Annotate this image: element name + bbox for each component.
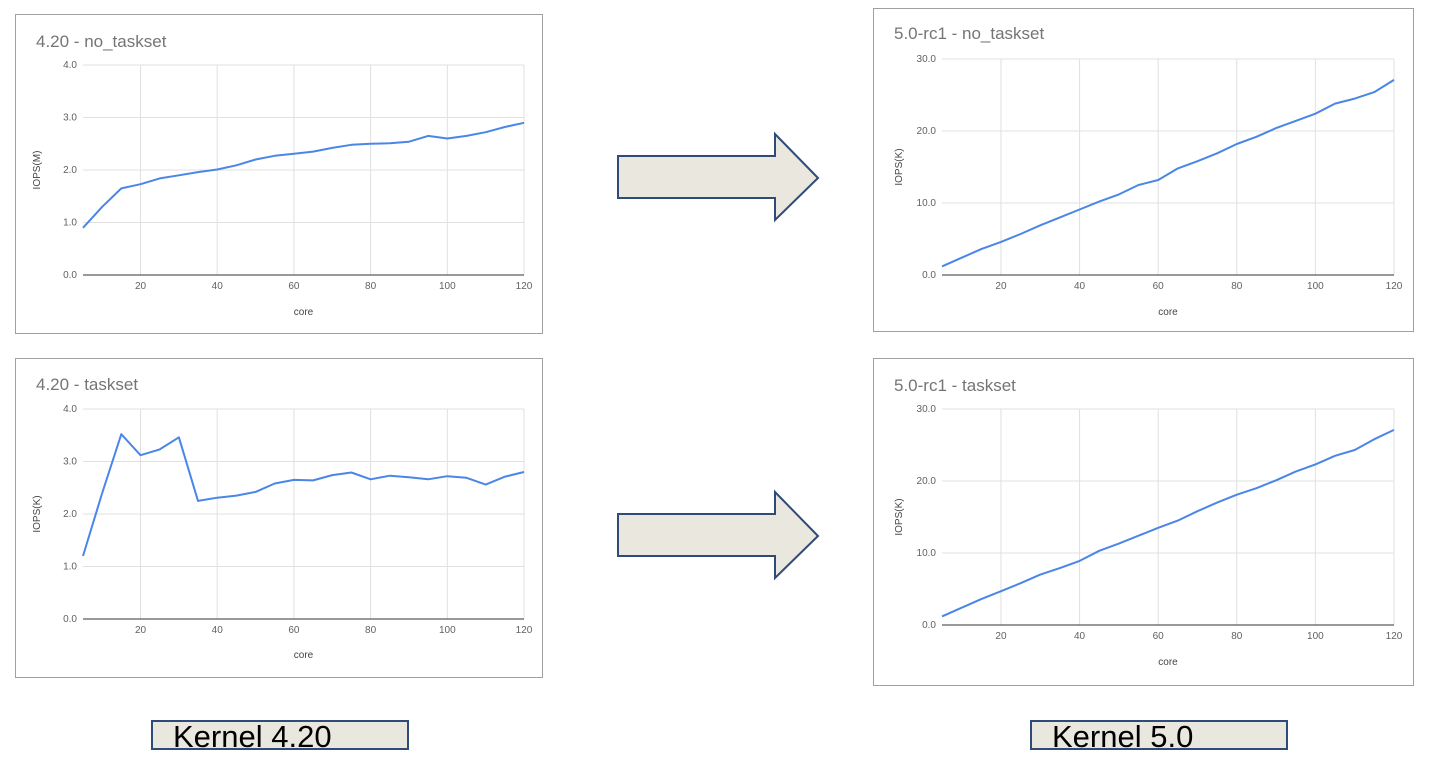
y-tick-label: 10.0 xyxy=(917,198,937,209)
chart-panel-420-no-taskset: 4.20 - no_taskset 0.0 1.0 2.0 3.0 4.0 20 40 60 80… xyxy=(15,14,543,334)
y-axis-label: IOPS(M) xyxy=(32,151,43,190)
y-tick-label: 0.0 xyxy=(922,270,936,281)
y-tick-label: 1.0 xyxy=(63,562,77,573)
y-tick-label: 2.0 xyxy=(63,165,77,176)
x-tick-label: 60 xyxy=(288,625,300,636)
y-tick-label: 1.0 xyxy=(63,218,77,229)
x-axis-label: core xyxy=(1158,307,1178,318)
chart-title: 5.0-rc1 - taskset xyxy=(894,376,1016,395)
x-tick-label: 40 xyxy=(212,281,224,292)
x-tick-label: 100 xyxy=(439,625,456,636)
series-line xyxy=(941,428,1395,618)
x-axis-label: core xyxy=(1158,657,1178,668)
kernel-50-label: Kernel 5.0 xyxy=(1030,720,1288,752)
y-tick-label: 3.0 xyxy=(63,457,77,468)
chart-50-taskset: 5.0-rc1 - taskset 0.0 10.0 20.0 30.0 20 40 60 80… xyxy=(894,376,1403,668)
y-axis-label: IOPS(K) xyxy=(894,498,905,535)
x-tick-label: 40 xyxy=(1074,631,1086,642)
x-tick-label: 120 xyxy=(1386,281,1403,292)
y-tick-label: 30.0 xyxy=(917,404,937,415)
x-tick-label: 60 xyxy=(1153,631,1165,642)
chart-panel-50-no-taskset: 5.0-rc1 - no_taskset 0.0 10.0 20.0 30.0 20 40 6… xyxy=(873,8,1414,332)
chart-panel-50-taskset: 5.0-rc1 - taskset 0.0 10.0 20.0 30.0 20 40 60 80… xyxy=(873,358,1414,686)
series-line xyxy=(82,433,525,557)
x-tick-label: 100 xyxy=(1307,281,1324,292)
x-tick-label: 100 xyxy=(1307,631,1324,642)
y-tick-label: 30.0 xyxy=(917,54,937,65)
chart-50-no-taskset: 5.0-rc1 - no_taskset 0.0 10.0 20.0 30.0 20 40 6… xyxy=(894,24,1403,318)
y-axis-label: IOPS(K) xyxy=(894,148,905,185)
x-tick-label: 80 xyxy=(365,281,377,292)
right-arrow-icon xyxy=(617,489,820,581)
chart-title: 4.20 - no_taskset xyxy=(36,32,167,51)
chart-title: 4.20 - taskset xyxy=(36,375,138,394)
y-axis-label: IOPS(K) xyxy=(32,495,43,532)
series-line xyxy=(941,79,1395,268)
y-tick-label: 20.0 xyxy=(917,126,937,137)
x-tick-label: 80 xyxy=(1231,631,1243,642)
x-axis-label: core xyxy=(294,650,314,661)
y-tick-label: 10.0 xyxy=(917,548,937,559)
chart-title: 5.0-rc1 - no_taskset xyxy=(894,24,1045,43)
kernel-420-label: Kernel 4.20 xyxy=(151,720,409,752)
x-tick-label: 60 xyxy=(288,281,300,292)
x-tick-label: 20 xyxy=(135,625,147,636)
x-tick-label: 120 xyxy=(516,625,533,636)
y-tick-label: 4.0 xyxy=(63,60,77,71)
y-tick-label: 0.0 xyxy=(922,620,936,631)
right-arrow-icon xyxy=(617,131,820,223)
x-tick-label: 20 xyxy=(995,631,1007,642)
chart-420-no-taskset: 4.20 - no_taskset 0.0 1.0 2.0 3.0 4.0 20 40 60 80… xyxy=(32,32,533,318)
x-tick-label: 100 xyxy=(439,281,456,292)
x-axis-label: core xyxy=(294,307,314,318)
x-tick-label: 80 xyxy=(365,625,377,636)
y-tick-label: 3.0 xyxy=(63,113,77,124)
x-tick-label: 20 xyxy=(135,281,147,292)
x-tick-label: 120 xyxy=(1386,631,1403,642)
x-tick-label: 40 xyxy=(212,625,224,636)
x-tick-label: 40 xyxy=(1074,281,1086,292)
y-tick-label: 4.0 xyxy=(63,404,77,415)
x-tick-label: 80 xyxy=(1231,281,1243,292)
chart-panel-420-taskset: 4.20 - taskset 0.0 1.0 2.0 3.0 4.0 20 40 60 80 100… xyxy=(15,358,543,678)
x-tick-label: 20 xyxy=(995,281,1007,292)
chart-420-taskset: 4.20 - taskset 0.0 1.0 2.0 3.0 4.0 20 40 60 80 100… xyxy=(32,375,533,661)
x-tick-label: 60 xyxy=(1153,281,1165,292)
x-tick-label: 120 xyxy=(516,281,533,292)
series-line xyxy=(82,121,525,229)
y-tick-label: 0.0 xyxy=(63,270,77,281)
y-tick-label: 20.0 xyxy=(917,476,937,487)
y-tick-label: 2.0 xyxy=(63,509,77,520)
y-tick-label: 0.0 xyxy=(63,614,77,625)
